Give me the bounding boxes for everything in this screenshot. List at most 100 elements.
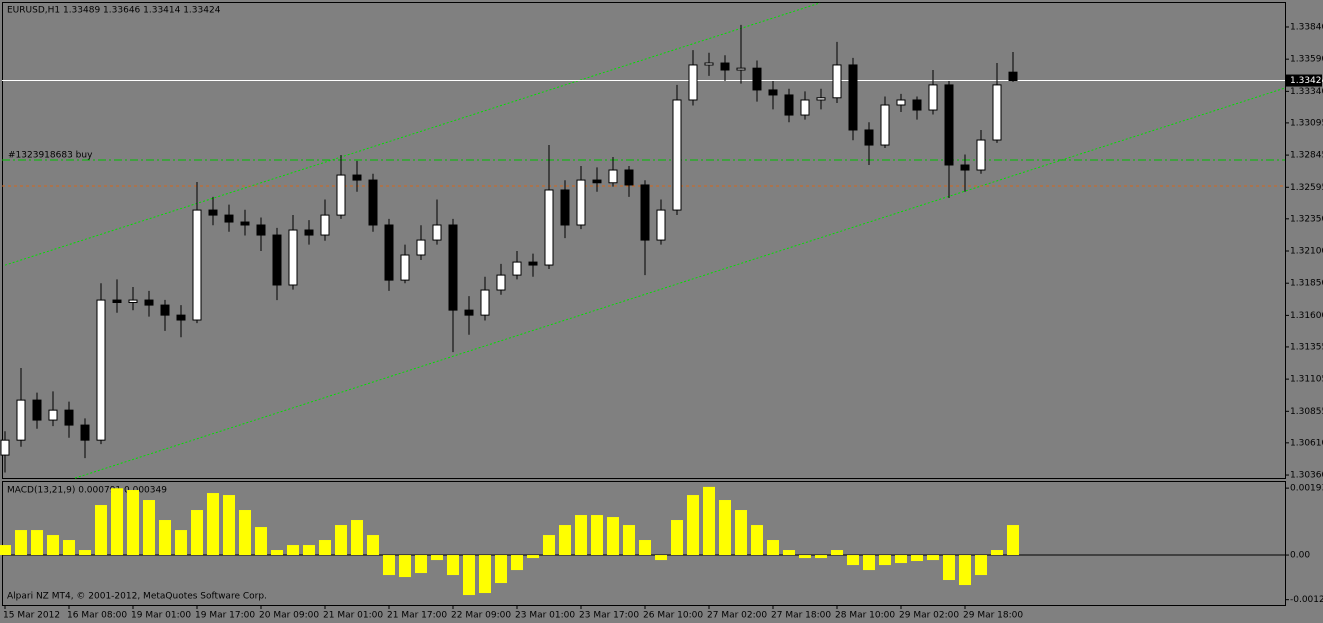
y-tick-label: 1.33840 [1290, 22, 1323, 32]
macd-bar [15, 530, 27, 556]
candle-body [208, 209, 218, 216]
price-tag [1286, 74, 1322, 87]
macd-bar [415, 555, 427, 574]
candle-body [592, 179, 602, 184]
macd-bar [223, 495, 235, 556]
candle-body [992, 84, 1002, 141]
macd-title: MACD(13,21,9) 0.000791 0.000349 [7, 486, 167, 496]
y-tick-label: 1.30855 [1290, 407, 1323, 417]
candle-body [976, 139, 986, 171]
candle-body [608, 169, 618, 184]
candle-body [688, 64, 698, 101]
macd-bar [127, 490, 139, 556]
macd-bar [479, 555, 491, 594]
candle-body [288, 229, 298, 286]
macd-bar [831, 550, 843, 556]
candle-body [944, 84, 954, 166]
macd-bar [783, 550, 795, 556]
candle-body [640, 184, 650, 241]
macd-bar [623, 525, 635, 556]
y-tick-label: 1.33095 [1290, 118, 1323, 128]
candle-body [144, 299, 154, 306]
candle-body [1008, 71, 1018, 82]
macd-bar [63, 540, 75, 556]
x-tick-label: 21 Mar 01:00 [323, 611, 383, 621]
candle-body [48, 409, 58, 421]
macd-bar [639, 540, 651, 556]
macd-bar [399, 555, 411, 578]
candle-body [624, 169, 634, 186]
candle-body [400, 254, 410, 281]
y-tick-label: 1.31600 [1290, 311, 1323, 321]
y-tick-label: 1.31850 [1290, 279, 1323, 289]
trendline [4, 2, 821, 266]
candle-body [416, 239, 426, 256]
macd-bar [383, 555, 395, 576]
macd-bar [927, 555, 939, 561]
x-tick-label: 15 Mar 2012 [3, 611, 60, 621]
candle-body [800, 99, 810, 116]
main-frame [2, 2, 1286, 479]
macd-bar [367, 535, 379, 556]
candle-body [912, 99, 922, 111]
candle-body [0, 439, 10, 456]
macd-bar [767, 540, 779, 556]
candle-body [224, 214, 234, 223]
candle-body [528, 261, 538, 266]
macd-bar [47, 535, 59, 556]
candle-body [192, 209, 202, 321]
macd-bar [463, 555, 475, 596]
candle-body [240, 221, 250, 226]
candle-body [32, 399, 42, 421]
candle-body [512, 261, 522, 276]
candle-body [480, 289, 490, 316]
macd-bar [847, 555, 859, 566]
macd-bar [911, 555, 923, 562]
candle-body [816, 97, 826, 101]
macd-bar [991, 550, 1003, 556]
y-tick-label: 1.33340 [1290, 87, 1323, 97]
macd-bar [879, 555, 891, 566]
candle-body [768, 89, 778, 96]
x-tick-label: 27 Mar 02:00 [707, 611, 767, 621]
candle-body [544, 189, 554, 266]
macd-bar [351, 520, 363, 556]
candle-body [256, 224, 266, 236]
macd-bar [719, 500, 731, 556]
candle-body [128, 299, 138, 304]
macd-bar [575, 515, 587, 556]
candle-body [176, 314, 186, 321]
macd-bar [543, 535, 555, 556]
y-tick-label: 1.31105 [1290, 375, 1323, 385]
macd-bar [559, 525, 571, 556]
candle-body [160, 304, 170, 316]
macd-bar [591, 515, 603, 556]
candle-body [848, 64, 858, 131]
x-tick-label: 28 Mar 10:00 [835, 611, 895, 621]
candle-body [272, 234, 282, 286]
candle-body [304, 229, 314, 236]
x-tick-label: 26 Mar 10:00 [643, 611, 703, 621]
y-tick-label: 1.32845 [1290, 151, 1323, 161]
macd-bar [95, 505, 107, 556]
macd-bar [207, 493, 219, 556]
macd-bar [111, 488, 123, 556]
candle-body [80, 424, 90, 441]
macd-bar [0, 545, 11, 556]
candle-body [336, 174, 346, 216]
macd-bar [943, 555, 955, 581]
y-tick-label: 1.33590 [1290, 55, 1323, 65]
macd-bar [191, 510, 203, 556]
macd-bar [447, 555, 459, 576]
macd-bar [255, 527, 267, 556]
candle-body [560, 189, 570, 226]
macd-frame [2, 481, 1286, 606]
macd-bar [735, 510, 747, 556]
candle-body [784, 94, 794, 116]
macd-bar [527, 555, 539, 559]
candle-body [752, 67, 762, 91]
x-tick-label: 29 Mar 02:00 [899, 611, 959, 621]
x-tick-label: 27 Mar 18:00 [771, 611, 831, 621]
macd-bar [815, 555, 827, 559]
